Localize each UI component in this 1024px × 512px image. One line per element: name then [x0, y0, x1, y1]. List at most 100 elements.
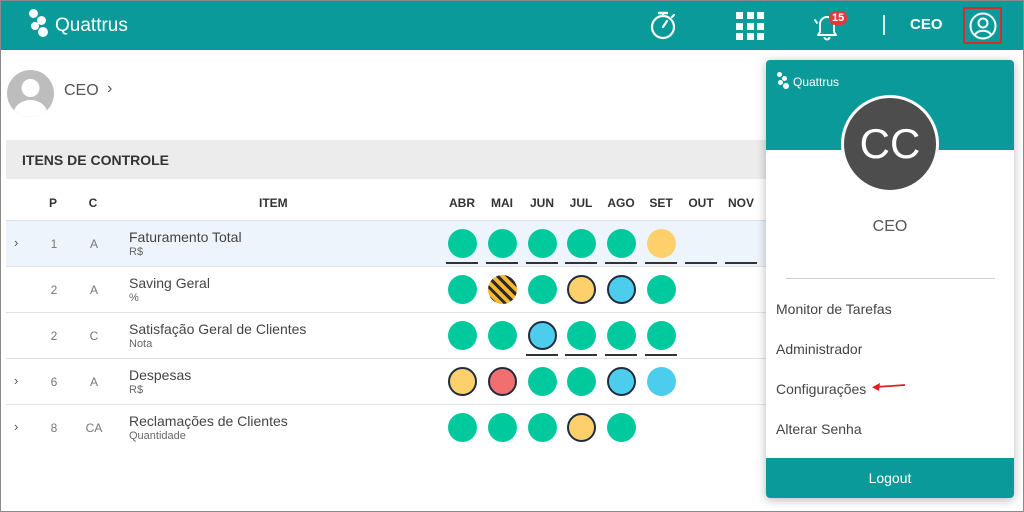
row-c: C	[89, 329, 99, 343]
target-underline	[645, 354, 677, 356]
expand-chevron-icon[interactable]: ›	[14, 373, 19, 388]
status-dot[interactable]	[527, 367, 557, 396]
brand-logo[interactable]: Quattrus	[29, 9, 128, 39]
target-underline	[605, 354, 637, 356]
status-dot[interactable]	[447, 367, 477, 396]
menu-item-administrador[interactable]: Administrador	[776, 341, 863, 357]
target-underline	[526, 262, 558, 264]
user-initials-avatar: CC	[841, 95, 939, 193]
row-unit: %	[129, 292, 139, 304]
row-name[interactable]: Despesas	[129, 367, 192, 383]
menu-item-alterar-senha[interactable]: Alterar Senha	[776, 421, 862, 437]
row-p: 2	[50, 283, 58, 297]
chevron-right-icon[interactable]: ›	[107, 80, 113, 97]
status-dot[interactable]	[527, 229, 557, 258]
row-c: CA	[85, 421, 103, 435]
dropdown-role-label: CEO	[872, 218, 908, 235]
status-dot[interactable]	[566, 413, 596, 442]
row-c: A	[89, 237, 98, 251]
row-unit: R$	[129, 384, 144, 396]
status-dot[interactable]	[566, 321, 596, 350]
logout-button[interactable]: Logout	[766, 458, 1014, 498]
target-underline	[605, 262, 637, 264]
target-underline	[526, 354, 558, 356]
row-name[interactable]: Reclamações de Clientes	[129, 413, 288, 429]
user-circle-icon	[969, 12, 996, 39]
status-dot[interactable]	[566, 367, 596, 396]
target-underline	[645, 262, 677, 264]
status-dot[interactable]	[487, 413, 517, 442]
expand-chevron-icon[interactable]: ›	[14, 419, 19, 434]
target-underline	[446, 262, 478, 264]
status-dot[interactable]	[566, 229, 596, 258]
default-avatar-icon	[13, 79, 48, 117]
column-header-month[interactable]: NOV	[727, 196, 754, 210]
status-dot[interactable]	[606, 321, 636, 350]
status-dot[interactable]	[487, 229, 517, 258]
section-header: ITENS DE CONTROLE	[6, 140, 776, 179]
status-dot[interactable]	[606, 229, 636, 258]
user-menu-button[interactable]	[963, 7, 1002, 44]
stopwatch-icon[interactable]	[648, 10, 678, 40]
status-dot[interactable]	[646, 229, 676, 258]
status-dot[interactable]	[606, 367, 636, 396]
user-dropdown-menu: Quattrus CC CEO Monitor de Tarefas Admin…	[766, 60, 1014, 498]
quattrus-logo-icon	[29, 9, 51, 39]
table-row[interactable]: › 8 CA Reclamações de Clientes Quantidade	[6, 404, 776, 450]
status-dot[interactable]	[527, 275, 557, 304]
status-dot[interactable]	[447, 321, 477, 350]
target-underline	[685, 262, 717, 264]
column-header-month[interactable]: ABR	[449, 196, 475, 210]
menu-item-monitor-tarefas[interactable]: Monitor de Tarefas	[776, 301, 892, 317]
status-dot[interactable]	[447, 229, 477, 258]
dropdown-brand-name: Quattrus	[793, 75, 840, 89]
profile-name[interactable]: CEO	[64, 82, 99, 99]
target-underline	[725, 262, 757, 264]
top-bar: Quattrus 15 CEO	[1, 1, 1023, 50]
row-p: 1	[50, 237, 58, 251]
status-dot[interactable]	[606, 413, 636, 442]
brand-name: Quattrus	[55, 15, 128, 36]
column-header-month[interactable]: JUN	[529, 196, 554, 210]
status-dot[interactable]	[646, 321, 676, 350]
column-header-month[interactable]: SET	[649, 196, 673, 210]
column-header-month[interactable]: JUL	[569, 196, 593, 210]
status-dot[interactable]	[487, 321, 517, 350]
apps-grid-icon[interactable]	[736, 12, 764, 40]
column-header-month[interactable]: AGO	[607, 196, 635, 210]
status-dot[interactable]	[527, 321, 557, 350]
column-header-month[interactable]: OUT	[688, 196, 714, 210]
status-dot[interactable]	[447, 275, 477, 304]
status-dot[interactable]	[646, 367, 676, 396]
column-header-c[interactable]: C	[88, 196, 98, 210]
status-dot[interactable]	[447, 413, 477, 442]
dropdown-brand-logo: Quattrus	[777, 72, 839, 90]
table-row[interactable]: › 6 A Despesas R$	[6, 358, 776, 404]
status-dot[interactable]	[566, 275, 596, 304]
row-name[interactable]: Faturamento Total	[129, 229, 242, 245]
column-header-month[interactable]: MAI	[491, 196, 513, 210]
table-row[interactable]: › 1 A Faturamento Total R$	[6, 220, 776, 266]
annotation-arrow-icon	[872, 383, 906, 391]
header-role-label: CEO	[910, 16, 943, 33]
quattrus-logo-icon	[777, 72, 790, 90]
row-name[interactable]: Satisfação Geral de Clientes	[129, 321, 307, 337]
status-dot[interactable]	[487, 275, 517, 304]
status-dot[interactable]	[646, 275, 676, 304]
status-dot[interactable]	[527, 413, 557, 442]
table-row[interactable]: 2 A Saving Geral%	[6, 266, 776, 312]
row-p: 6	[50, 375, 58, 389]
column-header-item[interactable]: ITEM	[259, 196, 288, 210]
status-dot[interactable]	[606, 275, 636, 304]
row-p: 8	[50, 421, 58, 435]
target-underline	[486, 262, 518, 264]
table-row[interactable]: 2 C Satisfação Geral de Clientes Nota	[6, 312, 776, 358]
section-title: ITENS DE CONTROLE	[22, 152, 170, 168]
row-name[interactable]: Saving Geral	[129, 275, 210, 291]
expand-chevron-icon[interactable]: ›	[14, 235, 19, 250]
avatar	[7, 70, 54, 117]
column-header-p[interactable]: P	[48, 196, 57, 210]
menu-item-configuracoes[interactable]: Configurações	[776, 381, 867, 397]
status-dot[interactable]	[487, 367, 517, 396]
